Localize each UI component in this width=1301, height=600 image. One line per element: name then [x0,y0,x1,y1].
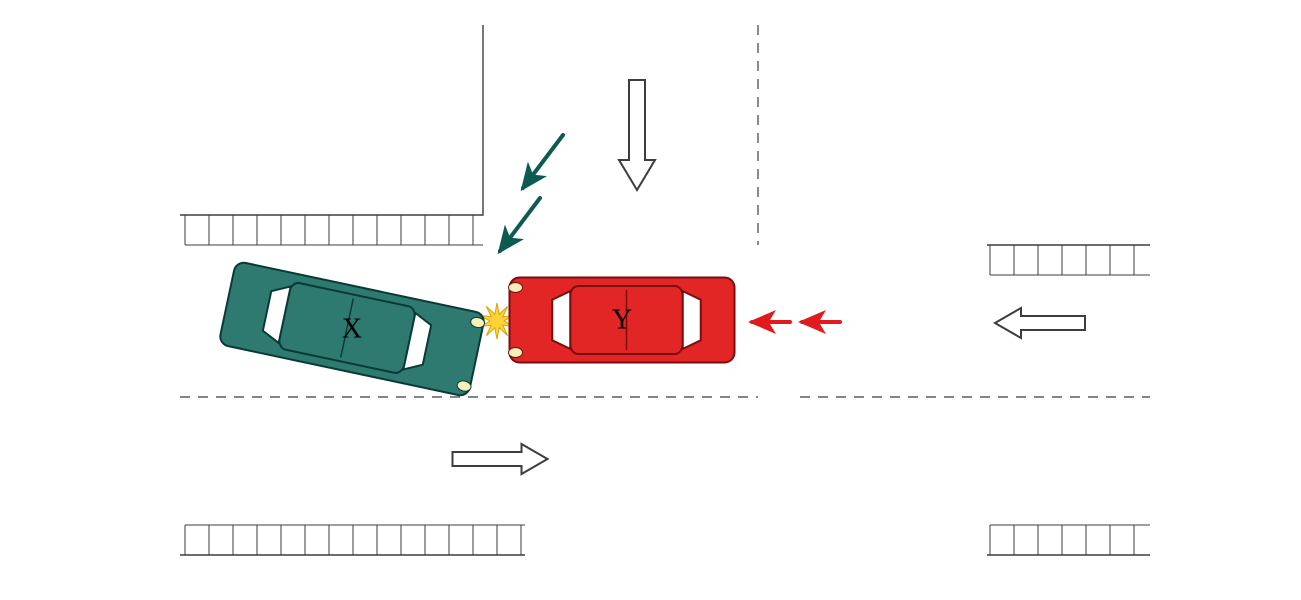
headlight [509,348,523,358]
car-x-label: X [342,314,362,345]
car-y-label: Y [612,305,632,336]
windshield [552,291,570,349]
rear-window [683,291,701,349]
accident-diagram: XY [0,0,1301,600]
headlight [509,283,523,293]
car-y: Y [509,278,735,363]
